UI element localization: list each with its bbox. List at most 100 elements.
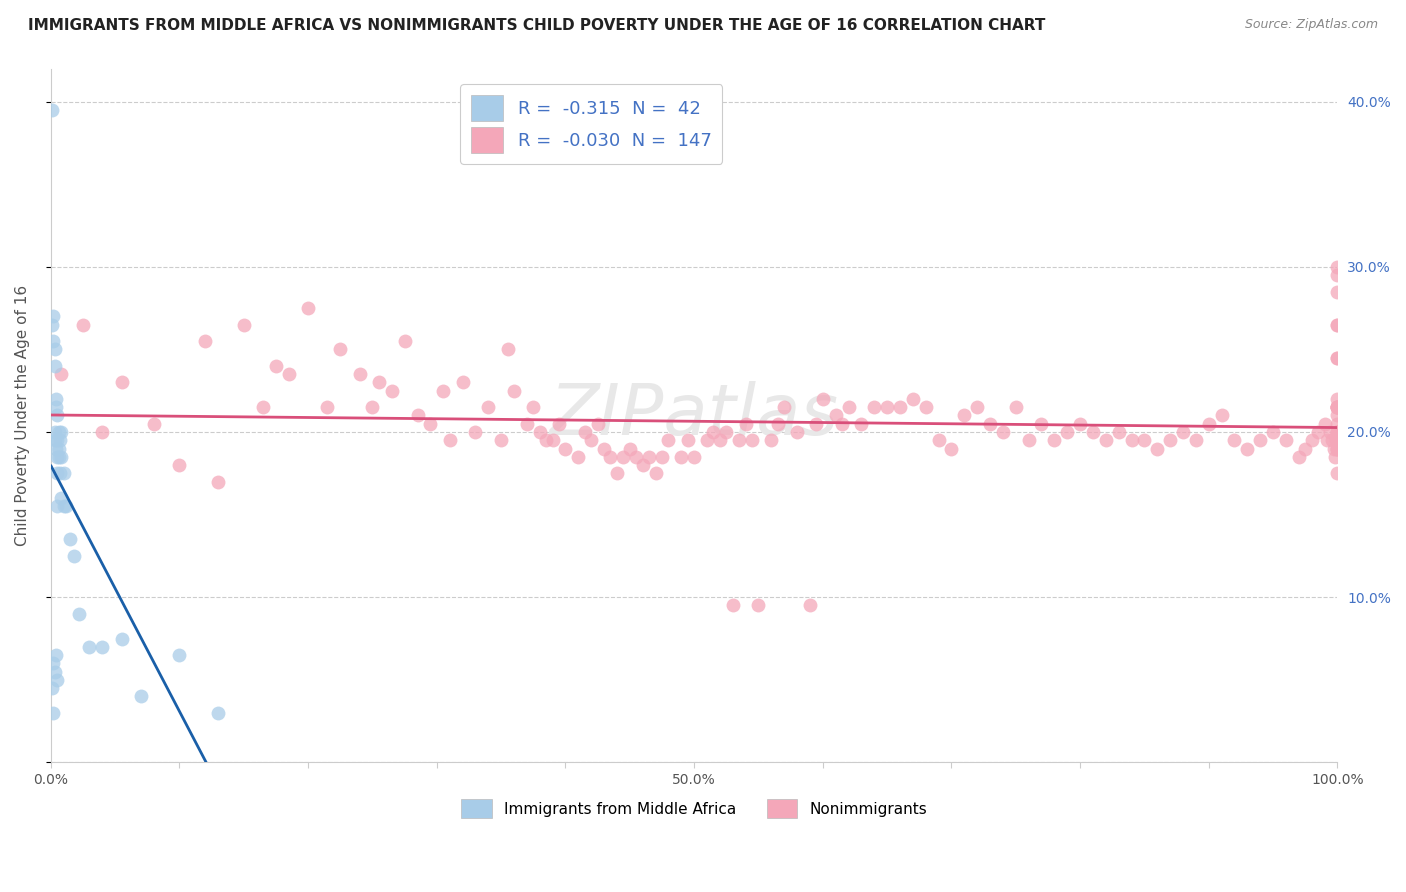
- Point: [1326, 425, 1348, 439]
- Point: [46, 434, 69, 448]
- Point: [406, 409, 429, 423]
- Point: [42, 706, 65, 720]
- Point: [72, 318, 94, 332]
- Point: [63, 549, 86, 563]
- Point: [1326, 434, 1348, 448]
- Point: [676, 434, 699, 448]
- Legend: Immigrants from Middle Africa, Nonimmigrants: Immigrants from Middle Africa, Nonimmigr…: [456, 793, 934, 824]
- Point: [1198, 417, 1220, 431]
- Point: [79, 640, 101, 654]
- Point: [574, 425, 596, 439]
- Point: [1326, 401, 1348, 415]
- Point: [941, 442, 963, 456]
- Point: [1056, 425, 1078, 439]
- Point: [264, 359, 287, 373]
- Point: [696, 434, 718, 448]
- Point: [876, 401, 898, 415]
- Point: [721, 599, 744, 613]
- Point: [45, 401, 67, 415]
- Point: [1121, 434, 1143, 448]
- Point: [683, 450, 706, 464]
- Point: [824, 409, 846, 423]
- Point: [638, 450, 661, 464]
- Point: [837, 401, 859, 415]
- Point: [1043, 434, 1066, 448]
- Point: [1288, 450, 1310, 464]
- Point: [489, 434, 512, 448]
- Point: [1211, 409, 1233, 423]
- Point: [953, 409, 976, 423]
- Point: [863, 401, 886, 415]
- Point: [928, 434, 950, 448]
- Point: [432, 384, 454, 398]
- Point: [1326, 392, 1348, 406]
- Point: [52, 467, 75, 481]
- Point: [1326, 318, 1348, 332]
- Point: [1095, 434, 1118, 448]
- Point: [46, 450, 69, 464]
- Point: [716, 425, 738, 439]
- Point: [55, 500, 77, 514]
- Point: [44, 425, 66, 439]
- Point: [477, 401, 499, 415]
- Point: [1326, 260, 1348, 274]
- Point: [1108, 425, 1130, 439]
- Point: [728, 434, 751, 448]
- Point: [1326, 401, 1348, 415]
- Point: [42, 334, 65, 348]
- Point: [41, 681, 63, 695]
- Point: [1326, 434, 1348, 448]
- Point: [1223, 434, 1246, 448]
- Point: [46, 409, 69, 423]
- Point: [1326, 409, 1348, 423]
- Point: [593, 442, 616, 456]
- Point: [169, 458, 191, 472]
- Point: [811, 392, 834, 406]
- Point: [914, 401, 936, 415]
- Point: [419, 417, 441, 431]
- Point: [110, 632, 132, 646]
- Point: [381, 384, 404, 398]
- Point: [586, 417, 609, 431]
- Point: [142, 417, 165, 431]
- Point: [49, 491, 72, 505]
- Point: [1326, 285, 1348, 299]
- Point: [579, 434, 602, 448]
- Point: [1322, 442, 1344, 456]
- Point: [451, 376, 474, 390]
- Point: [1324, 434, 1347, 448]
- Point: [110, 376, 132, 390]
- Point: [1326, 442, 1348, 456]
- Point: [1326, 351, 1348, 365]
- Point: [1326, 425, 1348, 439]
- Point: [49, 425, 72, 439]
- Point: [619, 442, 641, 456]
- Point: [207, 475, 229, 489]
- Point: [741, 434, 763, 448]
- Point: [48, 450, 70, 464]
- Point: [734, 417, 756, 431]
- Point: [651, 450, 673, 464]
- Y-axis label: Child Poverty Under the Age of 16: Child Poverty Under the Age of 16: [15, 285, 30, 546]
- Point: [599, 450, 621, 464]
- Point: [644, 467, 666, 481]
- Point: [1326, 434, 1348, 448]
- Point: [1249, 434, 1271, 448]
- Point: [91, 425, 114, 439]
- Point: [439, 434, 461, 448]
- Point: [1326, 268, 1348, 282]
- Point: [129, 690, 152, 704]
- Point: [889, 401, 911, 415]
- Point: [1146, 442, 1168, 456]
- Point: [851, 417, 873, 431]
- Point: [44, 343, 66, 357]
- Point: [606, 467, 628, 481]
- Point: [277, 367, 299, 381]
- Point: [516, 417, 538, 431]
- Point: [1313, 417, 1336, 431]
- Point: [979, 417, 1001, 431]
- Point: [761, 434, 783, 448]
- Point: [232, 318, 254, 332]
- Point: [1275, 434, 1298, 448]
- Point: [46, 467, 69, 481]
